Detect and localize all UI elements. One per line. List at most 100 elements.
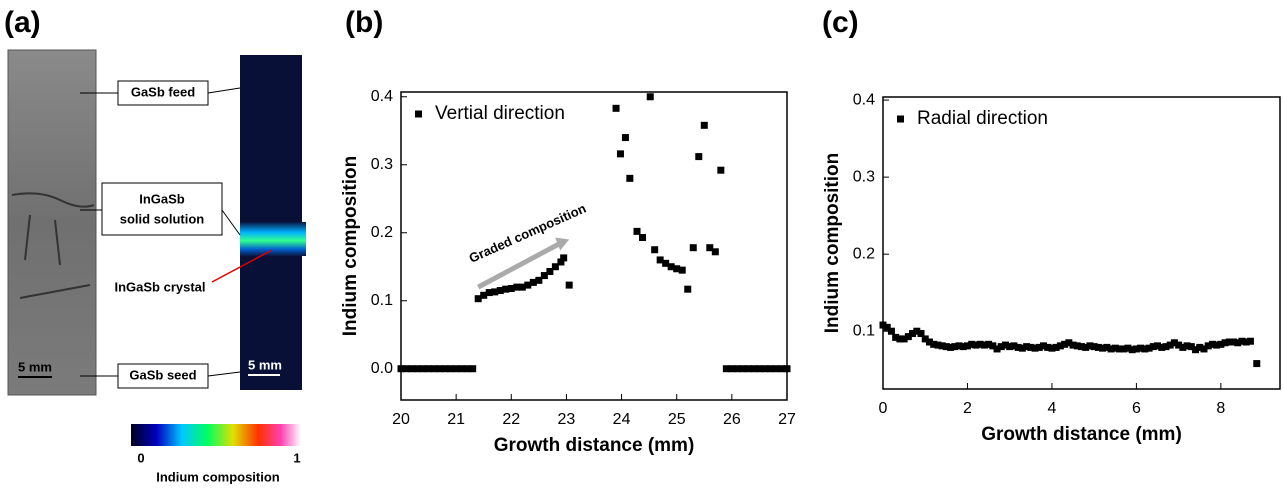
label: InGaSb (139, 191, 185, 206)
y-tick-label: 0.1 (853, 322, 875, 339)
point (1052, 343, 1060, 351)
point (540, 272, 548, 280)
annotation: Graded composition (467, 201, 589, 266)
point (942, 343, 950, 351)
point (1111, 344, 1119, 352)
point (662, 259, 670, 267)
point (1154, 342, 1162, 350)
point (1242, 338, 1250, 346)
sample-photo (7, 49, 97, 396)
colorbar-title: Indium composition (156, 469, 280, 484)
point (744, 365, 752, 373)
point (1006, 343, 1014, 351)
point (485, 289, 493, 297)
point (1073, 342, 1081, 350)
point (917, 330, 925, 338)
point (938, 342, 946, 350)
label: InGaSb crystal (114, 279, 205, 294)
point (621, 134, 629, 142)
point (1061, 340, 1069, 348)
point (1078, 343, 1085, 351)
point (1246, 337, 1254, 345)
point (711, 248, 719, 256)
x-tick-label: 24 (613, 411, 631, 428)
point (972, 341, 980, 349)
x-tick-label: 2 (963, 400, 972, 417)
y-tick-label: 0.4 (371, 88, 393, 105)
y-axis-title: Indium composition (340, 156, 361, 337)
point (783, 365, 791, 373)
point (1056, 342, 1064, 350)
x-tick-label: 25 (668, 411, 686, 428)
legend-label: Radial direction (917, 108, 1048, 129)
point (419, 365, 427, 373)
x-tick-label: 23 (558, 411, 576, 428)
point (425, 365, 433, 373)
point (1128, 346, 1136, 354)
point (1035, 343, 1043, 351)
point (959, 343, 967, 351)
point (502, 285, 510, 293)
point (883, 323, 891, 331)
point (1124, 344, 1132, 352)
point (507, 284, 515, 292)
point (518, 283, 526, 291)
point (733, 365, 741, 373)
point (976, 340, 984, 348)
point (947, 343, 955, 351)
point (921, 335, 929, 343)
point (1196, 343, 1204, 351)
point (1192, 346, 1200, 354)
point (524, 281, 532, 289)
point (766, 365, 774, 373)
y-tick-label: 0.4 (853, 91, 875, 108)
x-tick-label: 6 (1132, 400, 1141, 417)
x-axis-title: Growth distance (mm) (981, 424, 1182, 445)
point (892, 333, 900, 341)
point (397, 365, 405, 373)
point (684, 285, 692, 293)
point (1039, 342, 1047, 350)
point (474, 295, 482, 303)
x-tick-label: 4 (1047, 400, 1056, 417)
point (755, 365, 763, 373)
point (985, 340, 993, 348)
cracks (11, 192, 95, 299)
point (955, 342, 963, 350)
x-axis-title: Growth distance (mm) (494, 435, 695, 456)
point (513, 283, 521, 291)
y-tick-label: 0.1 (371, 292, 393, 309)
point (1065, 339, 1073, 347)
point (777, 365, 785, 373)
point (1234, 339, 1242, 347)
point (717, 166, 725, 174)
y-axis-title: Indium composition (822, 153, 843, 334)
label: GaSb feed (131, 84, 195, 99)
colorbar-tick: 0 (137, 450, 144, 465)
point (1086, 342, 1094, 350)
point (968, 340, 976, 348)
point (1208, 340, 1216, 348)
point (667, 263, 675, 271)
point (700, 121, 708, 129)
panel-label: (b) (345, 6, 383, 39)
point (1217, 340, 1225, 348)
point (989, 342, 997, 350)
point (441, 365, 449, 373)
point (1183, 342, 1191, 350)
y-tick-label: 0.3 (371, 156, 393, 173)
point (491, 288, 499, 296)
point (1137, 344, 1145, 352)
point (458, 365, 466, 373)
point (452, 365, 460, 373)
point (616, 150, 624, 158)
callouts (80, 80, 241, 389)
point (1107, 345, 1115, 353)
point (772, 365, 780, 373)
point (1099, 344, 1107, 352)
x-tick-label: 0 (879, 400, 888, 417)
x-tick-label: 27 (778, 411, 796, 428)
point (551, 263, 559, 271)
point (496, 287, 504, 295)
